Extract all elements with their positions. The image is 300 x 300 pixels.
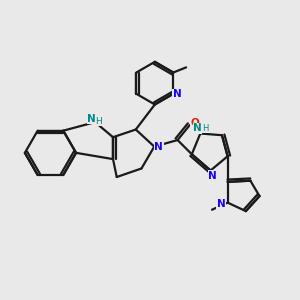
Text: O: O xyxy=(190,118,199,128)
Text: H: H xyxy=(95,117,102,126)
Text: N: N xyxy=(208,171,217,181)
Text: N: N xyxy=(217,199,226,209)
Text: N: N xyxy=(154,142,163,152)
Text: N: N xyxy=(193,123,202,134)
Text: H: H xyxy=(202,124,208,133)
Text: N: N xyxy=(173,89,182,99)
Text: N: N xyxy=(87,114,96,124)
